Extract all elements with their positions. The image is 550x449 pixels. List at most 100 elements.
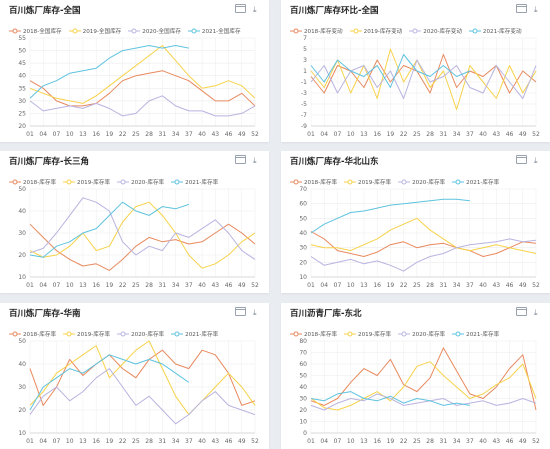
series-line[interactable] — [310, 217, 537, 254]
legend-item[interactable]: 2020-库存率 — [117, 178, 164, 186]
legend-item[interactable]: 2020-全国库存 — [128, 27, 181, 35]
series-line[interactable] — [310, 361, 537, 411]
series-line[interactable] — [310, 59, 537, 99]
panel-title: 百川炼厂库存-长三角 — [9, 157, 90, 167]
legend-item[interactable]: 2018-库存率 — [9, 178, 56, 186]
series-line[interactable] — [310, 393, 537, 411]
legend-item[interactable]: 2020-库存率 — [398, 178, 445, 186]
legend-item[interactable]: 2019-库存率 — [63, 330, 110, 338]
x-tick-label: 28 — [426, 131, 434, 138]
chart-panel: 百川炼厂库存环比-全国 ⤓ 2018-库存变动 2019-库存变动 2020-库存变动 2… — [281, 0, 550, 142]
window-icon[interactable] — [235, 4, 246, 13]
x-tick-label: 25 — [413, 131, 421, 138]
download-icon[interactable]: ⤓ — [534, 5, 538, 14]
x-tick-label: 49 — [238, 438, 246, 445]
legend-item[interactable]: 2019-库存率 — [344, 178, 391, 186]
legend-item[interactable]: 2020-库存率 — [117, 330, 164, 338]
legend-item[interactable]: 2018-全国库存 — [9, 27, 62, 35]
series-line[interactable] — [29, 197, 256, 260]
x-tick-label: 43 — [211, 131, 219, 138]
window-icon[interactable] — [235, 155, 246, 164]
y-tick-label: 25 — [18, 110, 26, 117]
y-tick-label: 40 — [299, 230, 307, 237]
series-line[interactable] — [29, 349, 256, 406]
legend-marker-icon — [9, 331, 21, 337]
series-line[interactable] — [310, 231, 537, 257]
series-line[interactable] — [29, 354, 190, 411]
download-icon[interactable]: ⤓ — [534, 156, 538, 165]
legend-item[interactable]: 2020-库存率 — [398, 330, 445, 338]
legend-marker-icon — [398, 179, 411, 185]
legend-item[interactable]: 2020-库存变动 — [409, 27, 462, 35]
series-line[interactable] — [310, 48, 537, 110]
series-line[interactable] — [310, 238, 537, 272]
legend-item[interactable]: 2021-库存率 — [452, 178, 499, 186]
series-line[interactable] — [310, 54, 537, 94]
legend-marker-icon — [344, 179, 357, 185]
x-tick-label: 25 — [132, 131, 140, 138]
legend-item[interactable]: 2021-库存变动 — [468, 27, 522, 35]
x-tick-label: 31 — [440, 438, 448, 445]
x-tick-label: 01 — [307, 282, 315, 289]
x-tick-label: 04 — [39, 438, 47, 445]
y-tick-label: 50 — [18, 186, 26, 193]
legend-item[interactable]: 2018-库存率 — [290, 178, 337, 186]
series-line[interactable] — [29, 45, 189, 99]
x-tick-label: 13 — [79, 282, 87, 289]
x-tick-label: 22 — [400, 282, 408, 289]
x-tick-label: 52 — [532, 282, 540, 289]
series-line[interactable] — [310, 54, 470, 88]
x-tick-label: 34 — [453, 438, 461, 445]
x-tick-label: 28 — [426, 438, 434, 445]
series-line[interactable] — [29, 45, 256, 104]
legend-label: 2020-库存变动 — [423, 28, 462, 35]
x-tick-label: 16 — [92, 438, 100, 445]
y-tick-label: 70 — [299, 350, 307, 357]
window-icon[interactable] — [516, 4, 527, 13]
x-tick-label: 31 — [440, 282, 448, 289]
x-tick-label: 10 — [66, 438, 74, 445]
x-tick-label: 19 — [387, 282, 395, 289]
window-icon[interactable] — [516, 155, 527, 164]
series-line[interactable] — [29, 95, 256, 117]
legend-item[interactable]: 2019-全国库存 — [68, 27, 121, 35]
series-line[interactable] — [29, 201, 256, 269]
download-icon[interactable]: ⤓ — [253, 5, 257, 14]
legend-marker-icon — [452, 179, 465, 185]
series-line[interactable] — [29, 70, 256, 107]
y-tick-label: 20 — [299, 259, 307, 266]
legend-item[interactable]: 2021-库存率 — [452, 330, 499, 338]
series-line[interactable] — [29, 368, 256, 425]
download-icon[interactable]: ⤓ — [253, 308, 257, 317]
window-icon[interactable] — [235, 307, 246, 316]
series-line[interactable] — [310, 391, 470, 406]
series-line[interactable] — [29, 223, 256, 271]
legend-item[interactable]: 2019-库存变动 — [349, 27, 402, 35]
x-tick-label: 46 — [506, 438, 514, 445]
download-icon[interactable]: ⤓ — [534, 308, 538, 317]
legend-item[interactable]: 2018-库存率 — [9, 330, 56, 338]
legend-item[interactable]: 2021-全国库存 — [187, 27, 241, 35]
legend-item[interactable]: 2018-库存变动 — [290, 27, 343, 35]
y-tick-label: 10 — [18, 430, 26, 437]
x-tick-label: 16 — [92, 131, 100, 138]
legend-item[interactable]: 2021-库存率 — [171, 178, 218, 186]
x-tick-label: 01 — [307, 131, 315, 138]
series-line[interactable] — [29, 340, 256, 416]
chart-legend: 2018-库存率 2019-库存率 2020-库存率 2021-库存率 — [290, 323, 506, 338]
download-icon[interactable]: ⤓ — [253, 156, 257, 165]
panel-title: 百川炼厂库存-华北山东 — [290, 157, 379, 167]
series-line[interactable] — [29, 201, 189, 258]
series-line[interactable] — [310, 198, 470, 234]
window-icon[interactable] — [516, 307, 527, 316]
legend-item[interactable]: 2018-库存率 — [290, 330, 337, 338]
legend-item[interactable]: 2021-库存率 — [171, 330, 218, 338]
x-tick-label: 52 — [251, 282, 259, 289]
x-tick-label: 40 — [479, 131, 487, 138]
x-tick-label: 04 — [320, 282, 328, 289]
legend-marker-icon — [128, 28, 141, 34]
x-tick-label: 28 — [426, 282, 434, 289]
legend-item[interactable]: 2019-库存率 — [344, 330, 391, 338]
x-tick-label: 43 — [211, 438, 219, 445]
legend-item[interactable]: 2019-库存率 — [63, 178, 110, 186]
